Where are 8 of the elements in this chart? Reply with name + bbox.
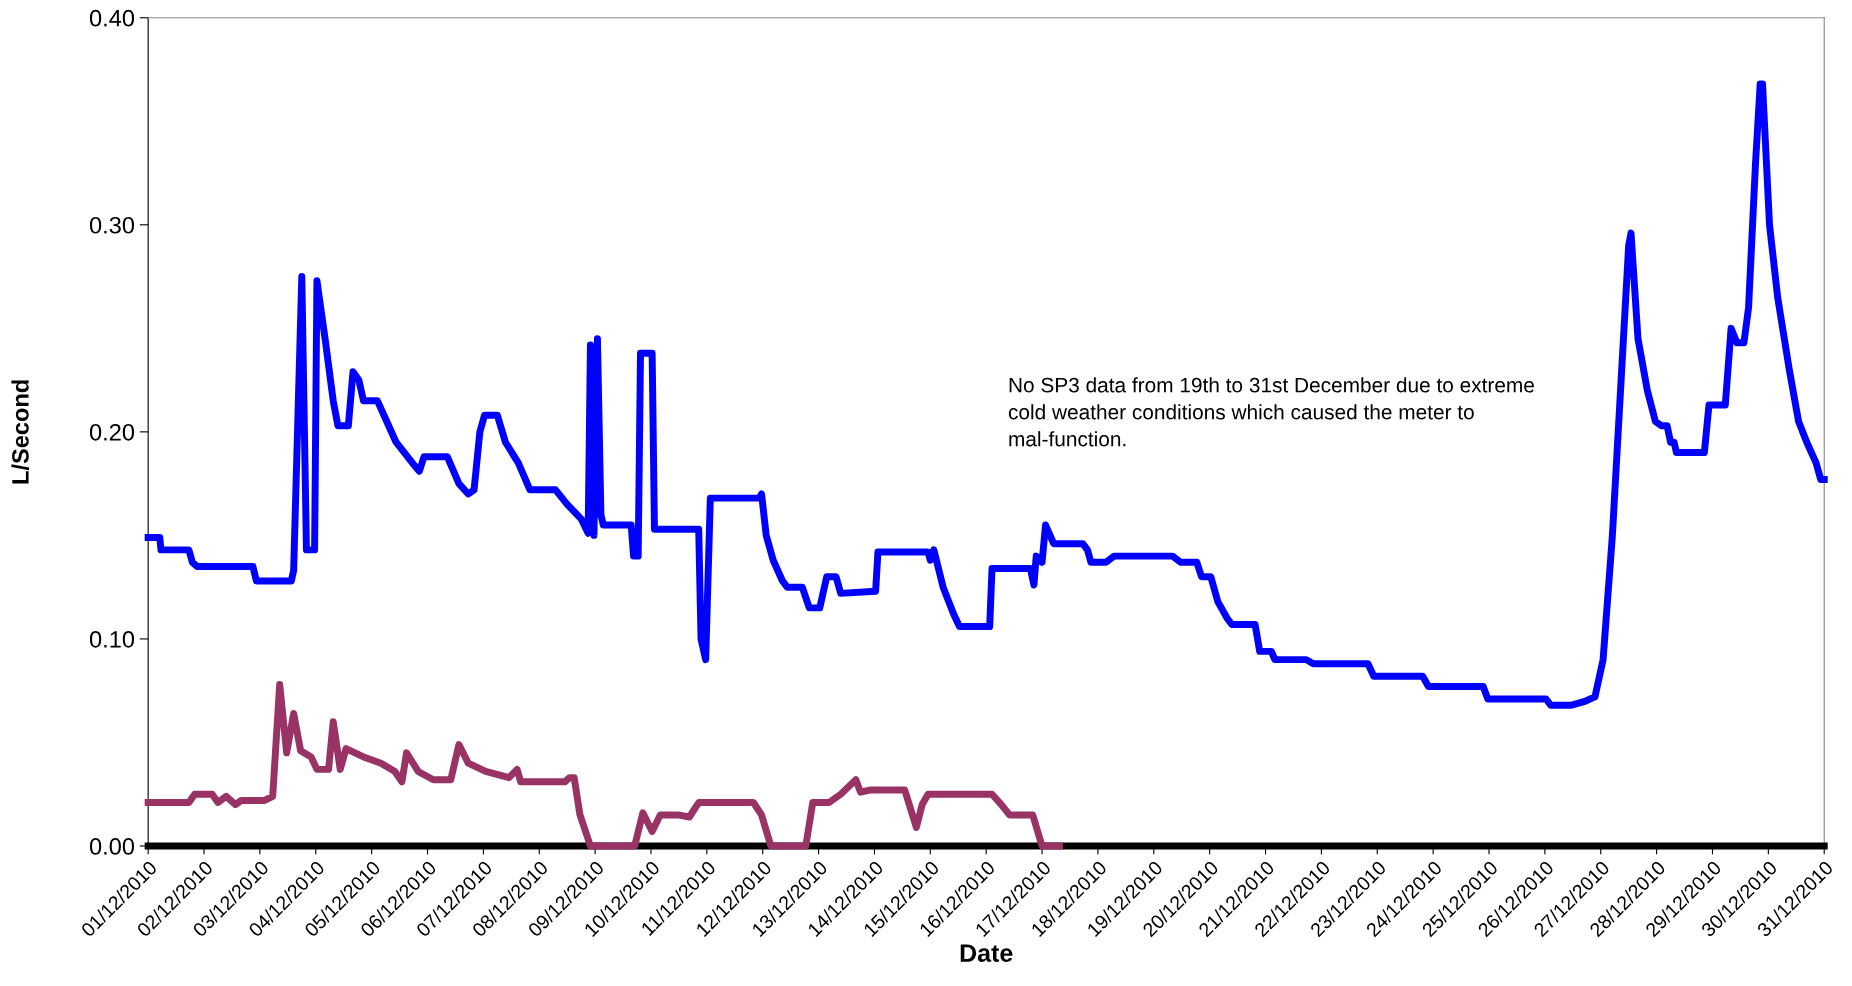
x-axis-title: Date bbox=[960, 944, 1013, 962]
y-tick-label: 0.00 bbox=[89, 838, 135, 855]
y-axis-title: L/Second bbox=[11, 380, 30, 484]
y-tick-label: 0.30 bbox=[89, 216, 135, 234]
y-tick-label: 0.10 bbox=[89, 631, 135, 648]
y-tick-label: 0.40 bbox=[89, 9, 135, 27]
annotation: No SP3 data from 19th to 31st December due to extreme cold weather conditions which caused the meter to mal-function. bbox=[1008, 377, 1534, 447]
y-tick-label: 0.20 bbox=[89, 423, 135, 441]
